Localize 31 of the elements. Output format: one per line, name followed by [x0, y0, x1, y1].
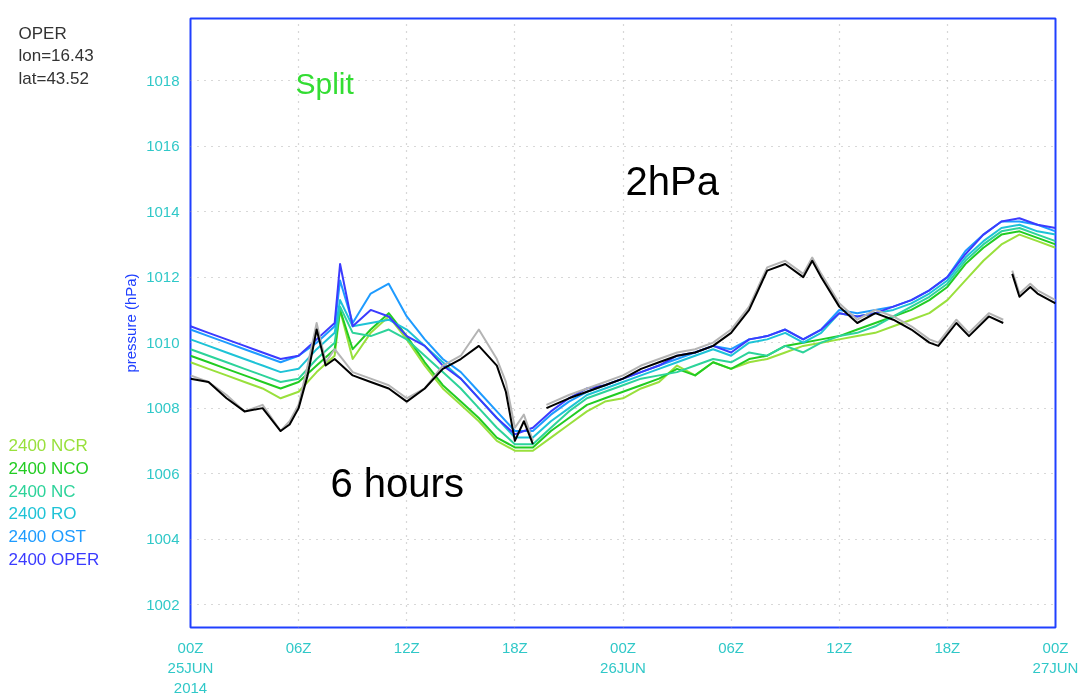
y-tick-label: 1016 [146, 137, 180, 155]
text: 2400 OPER [8, 550, 100, 570]
text: 2400 RO [8, 504, 77, 524]
x-tick-label: 00Z 27JUN [1032, 638, 1079, 676]
text: Split [295, 67, 355, 100]
y-tick-label: 1006 [146, 464, 180, 482]
annotation: 6 hours [330, 460, 464, 505]
x-tick-label: 18Z [501, 638, 528, 656]
y-tick-label: 1004 [146, 530, 180, 548]
y-tick-label: 1002 [146, 595, 180, 613]
y-axis-title: pressure (hPa) [122, 273, 140, 373]
annotation: 2hPa [625, 158, 720, 203]
y-tick-label: 1018 [146, 71, 180, 89]
y-tick-label: 1008 [146, 399, 180, 417]
text: 2400 OST [8, 527, 86, 547]
x-tick-label: 00Z 26JUN [600, 638, 646, 676]
text: lat=43.52 [18, 69, 89, 89]
x-tick-label: 18Z [934, 638, 961, 656]
x-tick-label: 12Z [393, 638, 420, 656]
text: 2400 NC [8, 481, 76, 501]
text: 2400 NCR [8, 435, 88, 455]
x-tick-label: 06Z [718, 638, 745, 656]
x-tick-label: 00Z 25JUN 2014 [167, 638, 214, 697]
x-tick-label: 12Z [826, 638, 853, 656]
y-tick-label: 1012 [146, 268, 180, 286]
y-tick-label: 1014 [146, 202, 180, 220]
text: OPER [18, 23, 67, 43]
text: 2400 NCO [8, 458, 89, 478]
text: lon=16.43 [18, 46, 94, 66]
y-tick-label: 1010 [146, 333, 180, 351]
x-tick-label: 06Z [285, 638, 312, 656]
